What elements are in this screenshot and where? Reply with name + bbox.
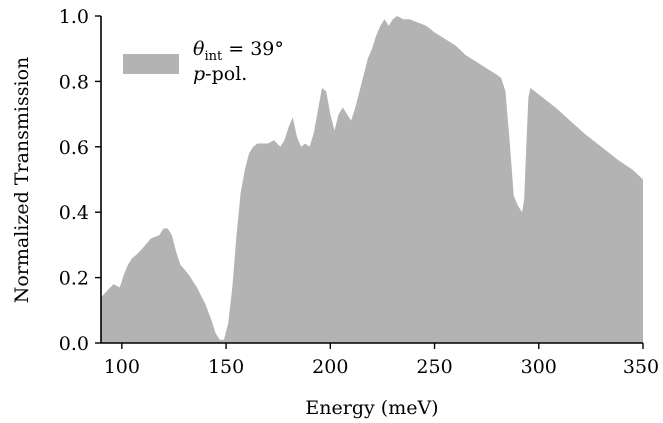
- y-tick-label: 0.4: [59, 202, 89, 224]
- legend-label-theta: θint = 39°: [193, 38, 284, 64]
- x-tick-label: 300: [521, 356, 557, 378]
- x-tick-label: 350: [623, 356, 659, 378]
- legend-swatch: [123, 54, 179, 74]
- axes: [100, 16, 643, 344]
- transmission-area: [101, 16, 643, 343]
- y-tick-label: 0.8: [59, 71, 89, 93]
- x-tick-label: 250: [416, 356, 452, 378]
- y-tick-label: 0.2: [59, 268, 89, 290]
- x-ticks: 100 150 200 250 300 350: [104, 343, 659, 378]
- x-tick-label: 100: [104, 356, 140, 378]
- y-tick-label: 1.0: [59, 6, 89, 28]
- y-tick-label: 0.6: [59, 137, 89, 159]
- x-axis-label: Energy (meV): [305, 397, 438, 419]
- legend-label-polarization: p-pol.: [193, 63, 247, 85]
- y-axis-label: Normalized Transmission: [11, 57, 33, 304]
- plot-area: [101, 16, 643, 343]
- legend: θint = 39° p-pol.: [123, 38, 284, 85]
- y-tick-label: 0.0: [59, 333, 89, 355]
- y-ticks: 0.0 0.2 0.4 0.6 0.8 1.0: [59, 6, 101, 355]
- x-tick-label: 150: [208, 356, 244, 378]
- x-tick-label: 200: [312, 356, 348, 378]
